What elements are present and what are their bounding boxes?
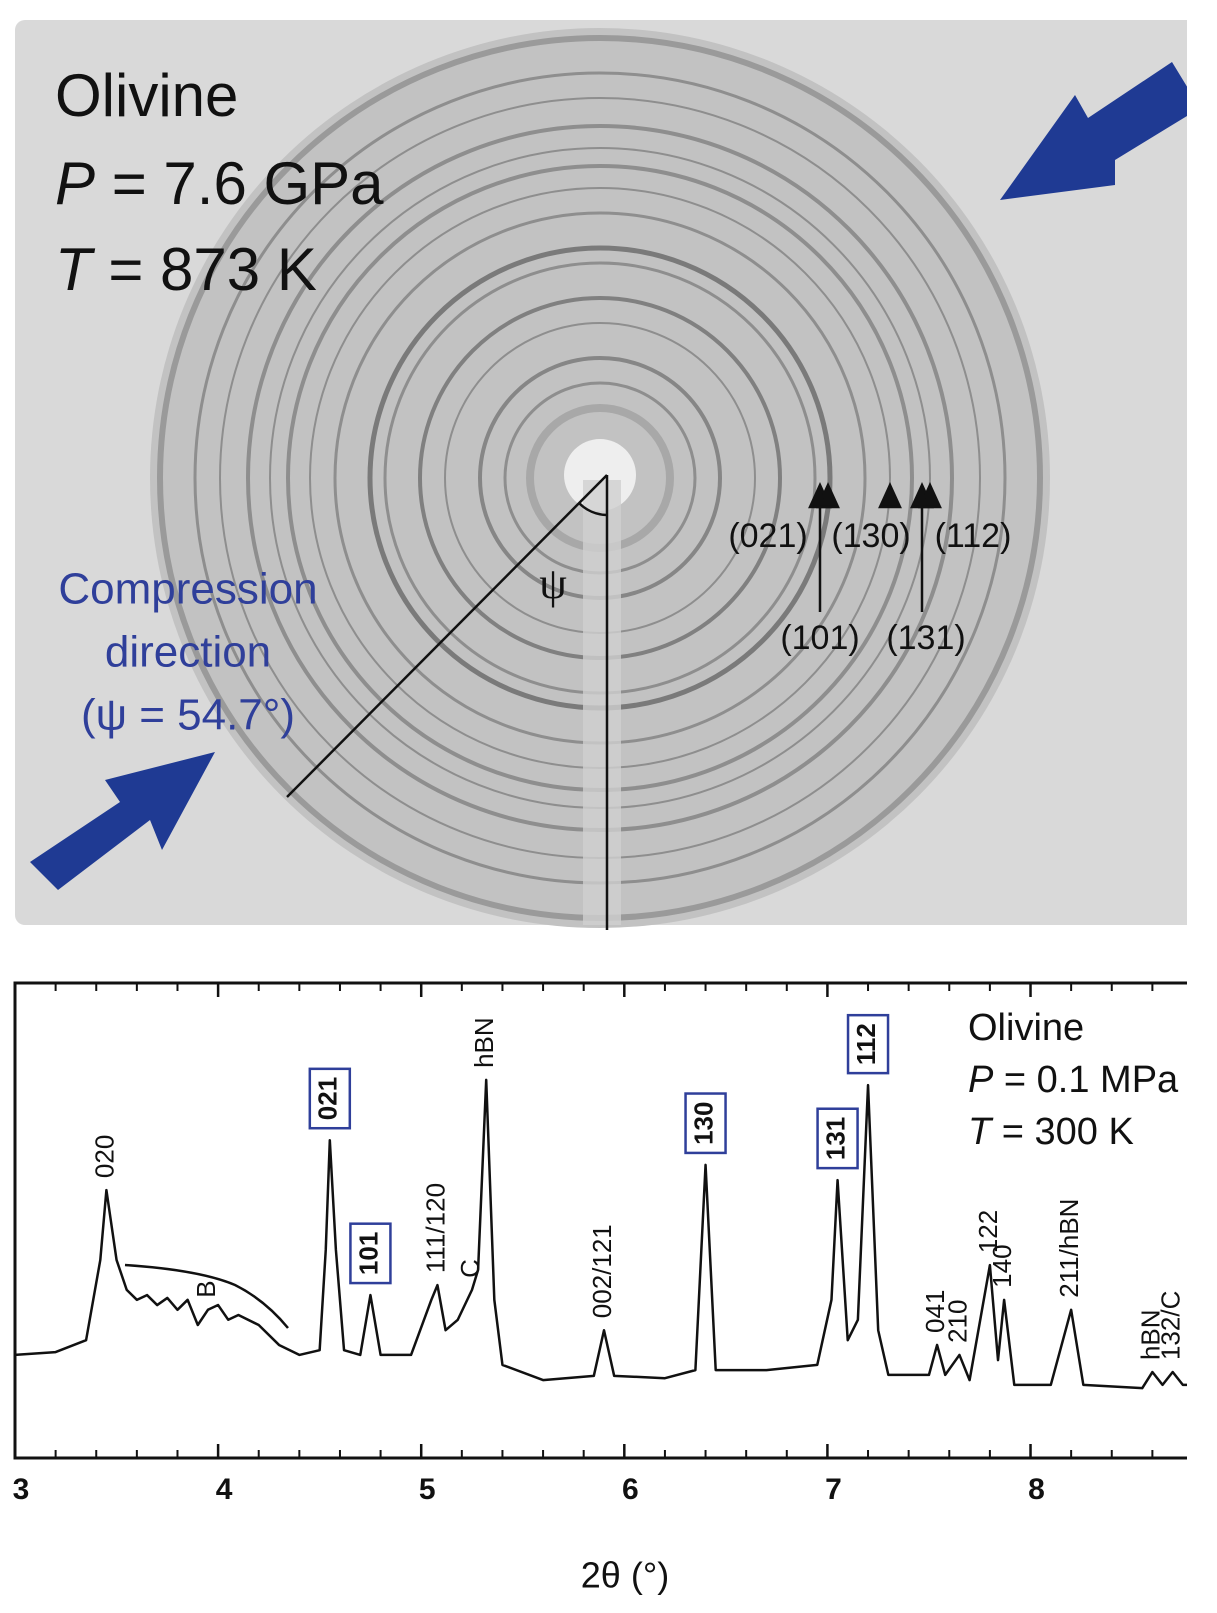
diffraction-image: Olivine P = 7.6 GPa T = 873 K Compressio… bbox=[15, 20, 1187, 930]
compression-label: direction bbox=[105, 628, 271, 677]
peak-annotation: C bbox=[455, 1259, 485, 1278]
peak-annotation: 122 bbox=[973, 1210, 1003, 1253]
ring-label: (112) bbox=[935, 517, 1012, 555]
peak-annotation: 211/hBN bbox=[1054, 1199, 1084, 1298]
peak-label: hBN bbox=[1135, 1309, 1165, 1360]
value: = 0.1 MPa bbox=[993, 1059, 1179, 1101]
peak-label: C bbox=[455, 1259, 485, 1278]
peak-label: 101 bbox=[353, 1232, 383, 1275]
peak-annotation: 002/121 bbox=[587, 1224, 617, 1318]
xrd-plot: Olivine P = 0.1 MPa T = 300 K 2θ (°) 3 4 5… bbox=[13, 981, 1187, 1596]
peak-box bbox=[816, 1107, 859, 1170]
peak-annotation: hBN bbox=[1135, 1309, 1165, 1360]
peak-label: 140 bbox=[987, 1244, 1017, 1287]
symbol: T bbox=[968, 1111, 994, 1153]
peak-label: 122 bbox=[973, 1210, 1003, 1253]
peak-label: B bbox=[191, 1280, 221, 1297]
peak-annotation: 131 bbox=[816, 1107, 859, 1170]
ring-label: (130) bbox=[831, 517, 910, 555]
x-tick-label: 6 bbox=[622, 1473, 639, 1506]
xrd-trace bbox=[14, 1078, 1187, 1390]
ring-label: (101) bbox=[780, 619, 859, 657]
peak-annotation: 112 bbox=[846, 1013, 890, 1075]
peak-label: 020 bbox=[89, 1135, 119, 1178]
plot-frame bbox=[13, 981, 1187, 1460]
peak-label: 131 bbox=[820, 1117, 850, 1160]
beam-stop bbox=[583, 480, 621, 925]
peak-annotation: 111/120 bbox=[420, 1183, 450, 1273]
x-axis-label: 2θ (°) bbox=[581, 1555, 669, 1596]
peak-label: 130 bbox=[688, 1102, 718, 1145]
sample-name: Olivine bbox=[55, 62, 238, 129]
x-tick-label: 3 bbox=[13, 1473, 30, 1506]
symbol: P bbox=[968, 1059, 994, 1101]
value: = 7.6 GPa bbox=[95, 150, 384, 217]
symbol: T bbox=[55, 236, 96, 303]
peak-box bbox=[308, 1067, 352, 1130]
peak-annotation: 021 bbox=[308, 1067, 352, 1130]
peak-annotation: 101 bbox=[349, 1222, 392, 1285]
angle-symbol: ψ bbox=[539, 559, 567, 608]
ring-label: (131) bbox=[886, 619, 965, 657]
value: = 300 K bbox=[991, 1111, 1134, 1153]
arrow bbox=[30, 752, 215, 890]
value: = 873 K bbox=[92, 236, 317, 303]
peak-label: 111/120 bbox=[420, 1183, 450, 1273]
legend-text: T = 300 K bbox=[968, 1111, 1134, 1153]
peak-label: 002/121 bbox=[587, 1224, 617, 1318]
peak-box bbox=[349, 1222, 392, 1285]
legend-text: P = 0.1 MPa bbox=[968, 1059, 1179, 1101]
temperature: T = 873 K bbox=[55, 236, 317, 303]
peak-box bbox=[684, 1092, 727, 1155]
peak-label: 041 bbox=[920, 1290, 950, 1333]
peak-annotation: 020 bbox=[89, 1135, 119, 1178]
peak-annotation: 210 bbox=[942, 1300, 972, 1343]
angle-lines bbox=[286, 474, 609, 930]
peak-annotation: 130 bbox=[684, 1092, 727, 1155]
bracket bbox=[124, 1263, 289, 1329]
peak-label: 112 bbox=[851, 1023, 881, 1065]
peak-label: hBN bbox=[469, 1017, 499, 1068]
compression-label: Compression bbox=[58, 565, 317, 614]
peak-annotation: B bbox=[191, 1280, 221, 1297]
legend-text: Olivine bbox=[968, 1007, 1084, 1049]
peak-label: 211/hBN bbox=[1054, 1199, 1084, 1298]
peak-box bbox=[846, 1013, 890, 1075]
compression-label: (ψ = 54.7°) bbox=[81, 691, 295, 740]
x-tick-label: 8 bbox=[1028, 1473, 1045, 1506]
arrow bbox=[1000, 62, 1187, 200]
pressure: P = 7.6 GPa bbox=[55, 150, 384, 217]
symbol: P bbox=[55, 150, 95, 217]
x-tick-label: 7 bbox=[825, 1473, 842, 1506]
peak-annotation: 041 bbox=[920, 1290, 950, 1333]
peak-label: 210 bbox=[942, 1300, 972, 1343]
x-tick-label: 4 bbox=[216, 1473, 233, 1506]
x-tick-label: 5 bbox=[419, 1473, 436, 1506]
peak-label: 132/C bbox=[1156, 1291, 1186, 1360]
peak-label: 021 bbox=[313, 1077, 343, 1120]
peak-annotation: 132/C bbox=[1156, 1291, 1186, 1360]
ring-arrows bbox=[808, 481, 942, 612]
peak-annotation: hBN bbox=[469, 1017, 499, 1068]
ring-label: (021) bbox=[728, 517, 807, 555]
peak-annotation: 140 bbox=[987, 1244, 1017, 1287]
content: Olivine P = 7.6 GPa T = 873 K Compressio… bbox=[13, 20, 1187, 1596]
